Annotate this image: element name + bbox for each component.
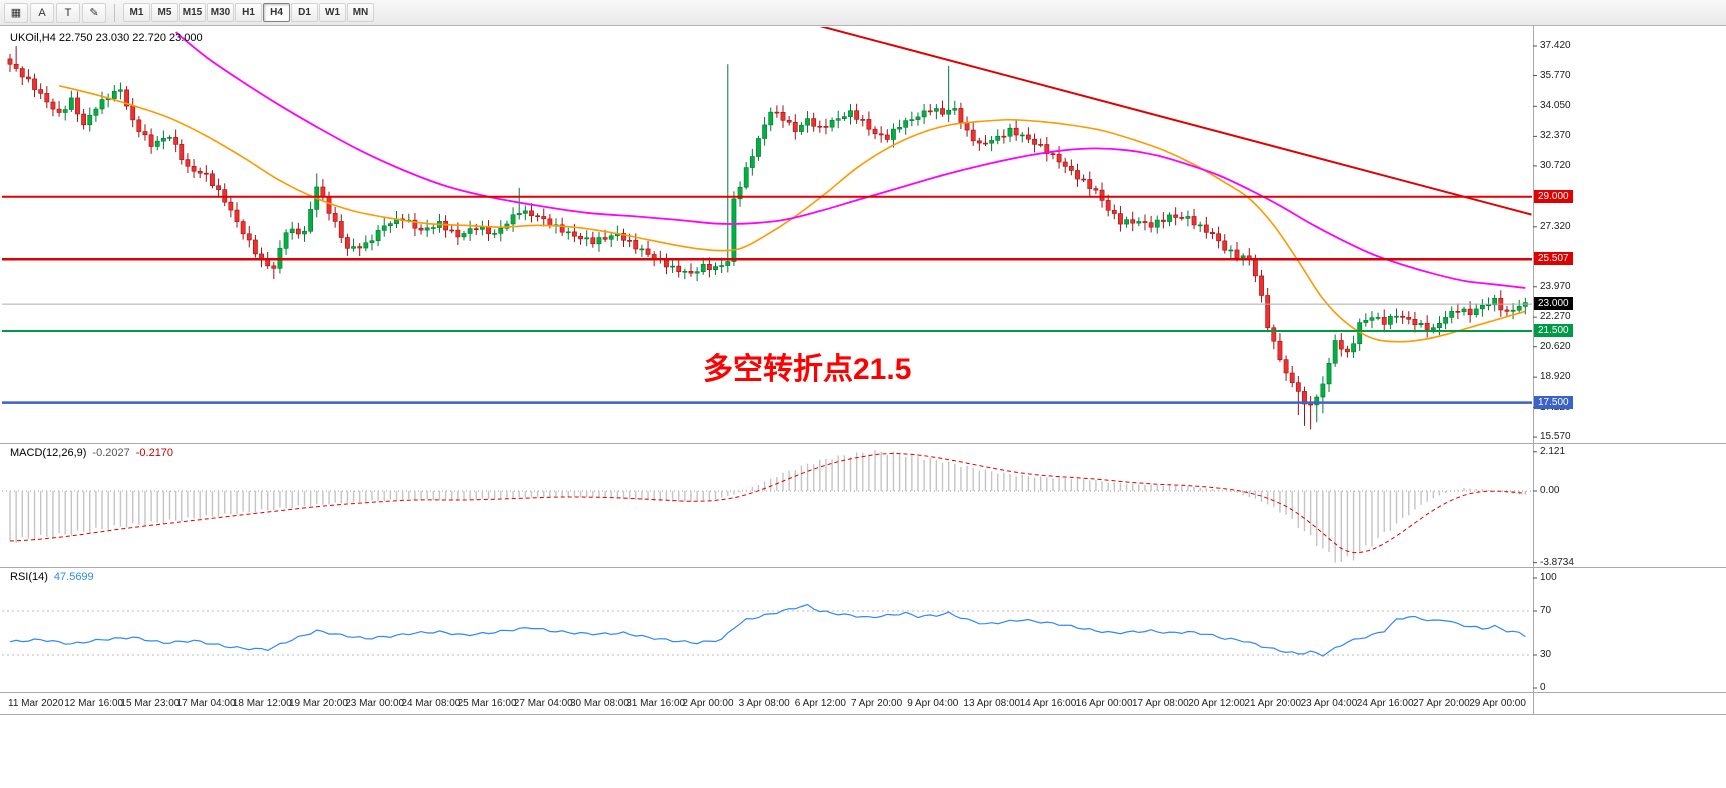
price-axis-label: 20.620 (1540, 340, 1571, 352)
time-axis-label: 19 Mar 20:00 (289, 698, 348, 709)
price-axis-label: 35.770 (1540, 69, 1571, 81)
ma-fast-orange (58, 84, 1526, 343)
rsi-name: RSI(14) (10, 571, 48, 583)
timeframe-button-m5[interactable]: M5 (151, 3, 178, 22)
toolbar-tools: ▦ A T ✎ (4, 2, 106, 23)
time-axis-label: 24 Mar 08:00 (401, 698, 461, 709)
chart-area: 37.420 35.770 34.050 32.370 30.720 27.320 23.9… (0, 26, 1726, 788)
macd-histogram (9, 450, 1527, 563)
timeframe-button-mn[interactable]: MN (347, 3, 374, 22)
price-axis-label: 37.420 (1540, 40, 1571, 51)
time-axis-label: 16 Apr 00:00 (1075, 698, 1133, 709)
time-axis-label: 20 Apr 12:00 (1188, 698, 1245, 709)
price-axis-label: 27.320 (1540, 220, 1571, 232)
price-axis-label: 22.270 (1540, 311, 1571, 323)
toolbar-separator (114, 3, 115, 22)
rsi-axis-label: 70 (1540, 605, 1552, 616)
time-axis-label: 7 Apr 20:00 (851, 698, 903, 709)
time-axis-label: 30 Mar 08:00 (570, 698, 629, 709)
chart-window-icon[interactable]: ▦ (4, 2, 28, 23)
rsi-axis-label: 100 (1540, 572, 1557, 583)
time-axis-label: 25 Mar 16:00 (457, 698, 517, 709)
macd-axis-label: 0.00 (1540, 485, 1560, 496)
current-price-badge: 23.000 (1534, 297, 1573, 311)
text-tool-icon[interactable]: T (56, 2, 80, 23)
time-axis-label: 17 Apr 08:00 (1132, 698, 1189, 709)
price-axis-label: 30.720 (1540, 159, 1571, 171)
timeframe-button-m15[interactable]: M15 (179, 3, 206, 22)
timeframe-button-w1[interactable]: W1 (319, 3, 346, 22)
macd-indicator-label: MACD(12,26,9) -0.2027 -0.2170 (10, 447, 173, 459)
macd-signal-line (9, 452, 1526, 554)
draw-tool-icon[interactable]: ✎ (82, 2, 106, 23)
time-axis-label: 12 Mar 16:00 (64, 698, 124, 709)
time-axis-label: 23 Mar 00:00 (345, 698, 405, 709)
macd-name: MACD(12,26,9) (10, 447, 87, 459)
time-axis-label: 11 Mar 2020 (8, 698, 64, 709)
time-axis-label: 29 Apr 00:00 (1469, 698, 1526, 709)
trendline[interactable] (795, 26, 1532, 216)
price-level-badge: 17.500 (1534, 395, 1573, 409)
price-axis-label: 23.970 (1540, 280, 1571, 292)
price-axis-label: 18.920 (1540, 371, 1571, 383)
candlesticks (7, 46, 1528, 430)
chart-canvas[interactable] (0, 26, 1726, 788)
ma-slow-magenta (175, 31, 1526, 289)
price-level-badge: 29.000 (1534, 189, 1573, 203)
time-axis-label: 21 Apr 20:00 (1244, 698, 1302, 709)
cursor-tool-icon[interactable]: A (30, 2, 54, 23)
rsi-axis-label: 0 (1540, 682, 1546, 693)
macd-signal-value: -0.2170 (135, 447, 174, 459)
time-axis-label: 3 Apr 08:00 (738, 698, 790, 709)
rsi-value: 47.5699 (53, 571, 94, 583)
time-axis-label: 23 Apr 04:00 (1300, 698, 1358, 709)
rsi-indicator-label: RSI(14) 47.5699 (10, 571, 94, 583)
time-axis[interactable]: 11 Mar 2020 12 Mar 16:00 15 Mar 23:00 17 Ma… (0, 692, 1533, 714)
time-axis-label: 27 Mar 04:00 (513, 698, 573, 709)
chart-annotation-text[interactable]: 多空转折点21.5 (703, 353, 912, 386)
timeframe-group: M1 M5 M15 M30 H1 H4 D1 W1 MN (123, 3, 375, 22)
timeframe-button-m1[interactable]: M1 (123, 3, 150, 22)
time-axis-label: 15 Mar 23:00 (120, 698, 180, 709)
time-axis-label: 17 Mar 04:00 (176, 698, 236, 709)
toolbar: ▦ A T ✎ M1 M5 M15 M30 H1 H4 D1 W1 MN (0, 0, 1726, 26)
timeframe-button-d1[interactable]: D1 (291, 3, 318, 22)
rsi-line (9, 603, 1526, 657)
time-axis-label: 14 Apr 16:00 (1019, 698, 1077, 709)
timeframe-button-h1[interactable]: H1 (235, 3, 262, 22)
price-level-badge: 25.507 (1534, 252, 1573, 266)
time-axis-label: 24 Apr 16:00 (1356, 698, 1414, 709)
timeframe-button-m30[interactable]: M30 (207, 3, 234, 22)
macd-main-value: -0.2027 (92, 447, 130, 459)
timeframe-button-h4[interactable]: H4 (263, 3, 290, 22)
horizontal-levels[interactable] (2, 195, 1532, 404)
price-axis-label: 32.370 (1540, 130, 1571, 142)
price-axis-label: 34.050 (1540, 100, 1571, 112)
price-axis-label: 15.570 (1540, 431, 1571, 443)
macd-axis-label: -3.8734 (1540, 556, 1574, 568)
time-axis-label: 2 Apr 00:00 (682, 698, 734, 709)
symbol-ohlc-label: UKOil,H4 22.750 23.030 22.720 23.000 (10, 32, 203, 44)
price-level-badge: 21.500 (1534, 323, 1573, 337)
time-axis-label: 31 Mar 16:00 (626, 698, 686, 709)
time-axis-label: 27 Apr 20:00 (1413, 698, 1470, 709)
time-axis-label: 6 Apr 12:00 (794, 698, 846, 709)
time-axis-label: 9 Apr 04:00 (907, 698, 959, 709)
time-axis-label: 13 Apr 08:00 (963, 698, 1021, 709)
time-axis-label: 18 Mar 12:00 (232, 698, 292, 709)
rsi-axis-label: 30 (1540, 649, 1552, 660)
macd-axis-label: 2.121 (1540, 445, 1566, 457)
price-axis[interactable]: 37.420 35.770 34.050 32.370 30.720 27.320 23.9… (1533, 26, 1726, 718)
